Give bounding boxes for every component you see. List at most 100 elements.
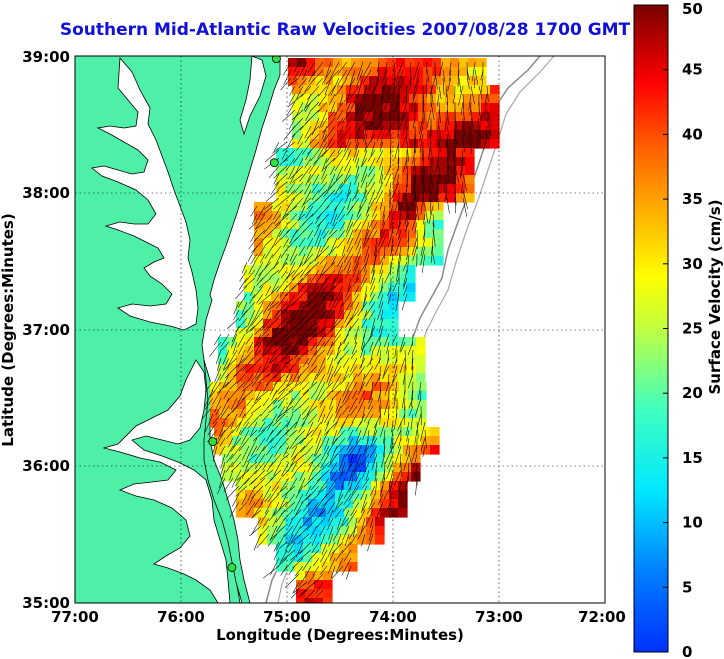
velocity-vector [285,421,298,435]
velocity-vector [244,269,256,283]
velocity-vector [229,469,234,481]
velocity-cell [362,364,372,374]
velocity-vector [295,485,304,499]
velocity-cell [299,364,309,374]
velocity-cell [312,472,322,482]
velocity-cell [236,310,246,320]
velocity-vector [291,405,302,414]
velocity-vector [379,109,384,120]
velocity-vector [449,61,452,76]
velocity-cell [355,121,365,131]
velocity-cell [337,130,347,140]
velocity-vector [466,69,470,81]
velocity-vector [331,253,338,266]
velocity-cell [330,463,340,473]
velocity-cell [459,76,469,86]
velocity-vector [254,245,266,263]
velocity-cell [313,436,323,446]
velocity-cell [362,337,372,347]
velocity-vector [216,429,226,445]
velocity-vector [278,437,290,450]
velocity-vector [283,445,290,457]
velocity-cell [317,256,327,266]
velocity-cell [312,193,322,203]
velocity-vector [322,229,330,239]
velocity-cell [313,427,323,437]
velocity-cell [490,112,500,122]
velocity-vector [380,477,386,492]
velocity-cell [281,211,291,221]
velocity-cell [223,427,233,437]
velocity-vector [444,189,448,201]
velocity-cell [246,382,256,392]
velocity-vector [281,253,290,270]
velocity-vector [406,469,410,484]
velocity-cell [285,517,295,527]
velocity-cell [240,463,250,473]
velocity-vector [278,493,288,511]
velocity-vector [397,69,404,86]
velocity-vector [486,117,492,137]
velocity-vector [393,389,398,408]
velocity-cell [263,256,273,266]
velocity-cell [456,166,466,176]
velocity-vector [385,125,392,138]
velocity-cell [323,589,333,599]
velocity-vector [302,557,312,572]
velocity-cell [325,274,335,284]
velocity-cell [294,184,304,194]
velocity-vector [231,325,240,342]
velocity-cell [425,256,435,266]
velocity-vector [427,141,432,161]
velocity-vector [280,77,292,91]
velocity-cell [263,508,273,518]
velocity-vector [322,117,336,134]
velocity-cell [281,328,291,338]
velocity-cell [391,103,401,113]
velocity-vector [367,413,374,424]
velocity-cell [306,58,316,68]
velocity-cell [281,238,291,248]
velocity-cell [342,58,352,68]
velocity-vector [288,237,298,248]
velocity-cell [322,436,332,446]
velocity-vector [249,293,256,304]
velocity-vector [397,61,404,77]
velocity-vector [270,453,282,467]
velocity-vector [276,293,288,309]
velocity-vector [235,485,248,497]
velocity-vector [254,453,266,470]
velocity-cell [380,508,390,518]
velocity-vector [281,461,290,476]
velocity-cell [263,319,273,329]
velocity-vector [336,517,342,530]
velocity-vector [360,269,368,286]
velocity-vector [315,581,324,594]
velocity-cell [335,256,345,266]
velocity-cell [323,598,333,603]
velocity-cell [438,193,448,203]
velocity-vector [273,309,280,319]
velocity-cell [373,121,383,131]
velocity-vector [446,157,450,172]
velocity-cell [481,130,491,140]
velocity-cell [309,382,319,392]
velocity-cell [335,499,345,509]
velocity-vector [289,245,298,262]
velocity-cell [352,265,362,275]
velocity-vector [252,501,264,518]
velocity-vector [318,389,326,401]
velocity-cell [299,373,309,383]
velocity-cell [249,463,259,473]
velocity-vector [347,277,352,291]
velocity-vector [266,429,274,442]
velocity-cell [326,238,336,248]
velocity-vector [407,229,410,243]
velocity-cell [481,112,491,122]
velocity-cell [354,400,364,410]
velocity-vector [316,381,326,400]
velocity-cell [280,265,290,275]
velocity-vector [248,221,258,230]
velocity-vector [462,189,468,210]
velocity-cell [236,490,246,500]
